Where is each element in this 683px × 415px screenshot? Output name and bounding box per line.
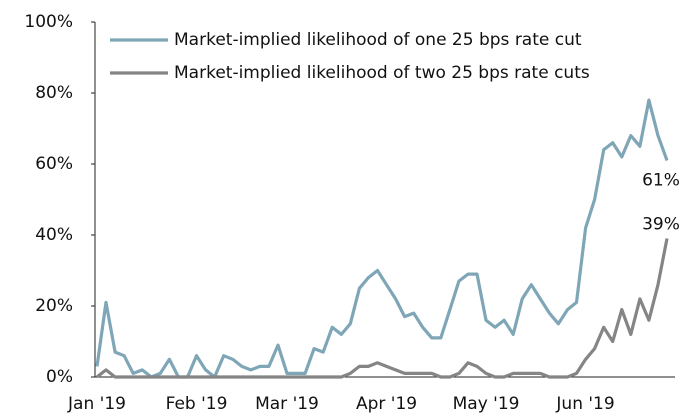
y-tick-label: 40% bbox=[35, 225, 73, 245]
data-label: 61% bbox=[642, 170, 680, 190]
y-tick-label: 20% bbox=[35, 296, 73, 316]
legend-label: Market-implied likelihood of one 25 bps … bbox=[174, 30, 582, 50]
data-label: 39% bbox=[642, 215, 680, 235]
x-tick-label: Feb '19 bbox=[166, 394, 228, 414]
x-tick-label: May '19 bbox=[453, 394, 520, 414]
y-tick-label: 60% bbox=[35, 154, 73, 174]
series-line bbox=[96, 238, 669, 379]
series-line bbox=[95, 98, 669, 379]
y-tick-label: 100% bbox=[24, 12, 73, 32]
x-tick-label: Jan '19 bbox=[67, 394, 126, 414]
y-tick-label: 0% bbox=[46, 367, 73, 387]
x-tick-label: Mar '19 bbox=[255, 394, 319, 414]
x-tick-label: Jun '19 bbox=[555, 394, 614, 414]
x-tick-label: Apr '19 bbox=[356, 394, 417, 414]
y-tick-label: 80% bbox=[35, 83, 73, 103]
legend-label: Market-implied likelihood of two 25 bps … bbox=[174, 63, 590, 83]
